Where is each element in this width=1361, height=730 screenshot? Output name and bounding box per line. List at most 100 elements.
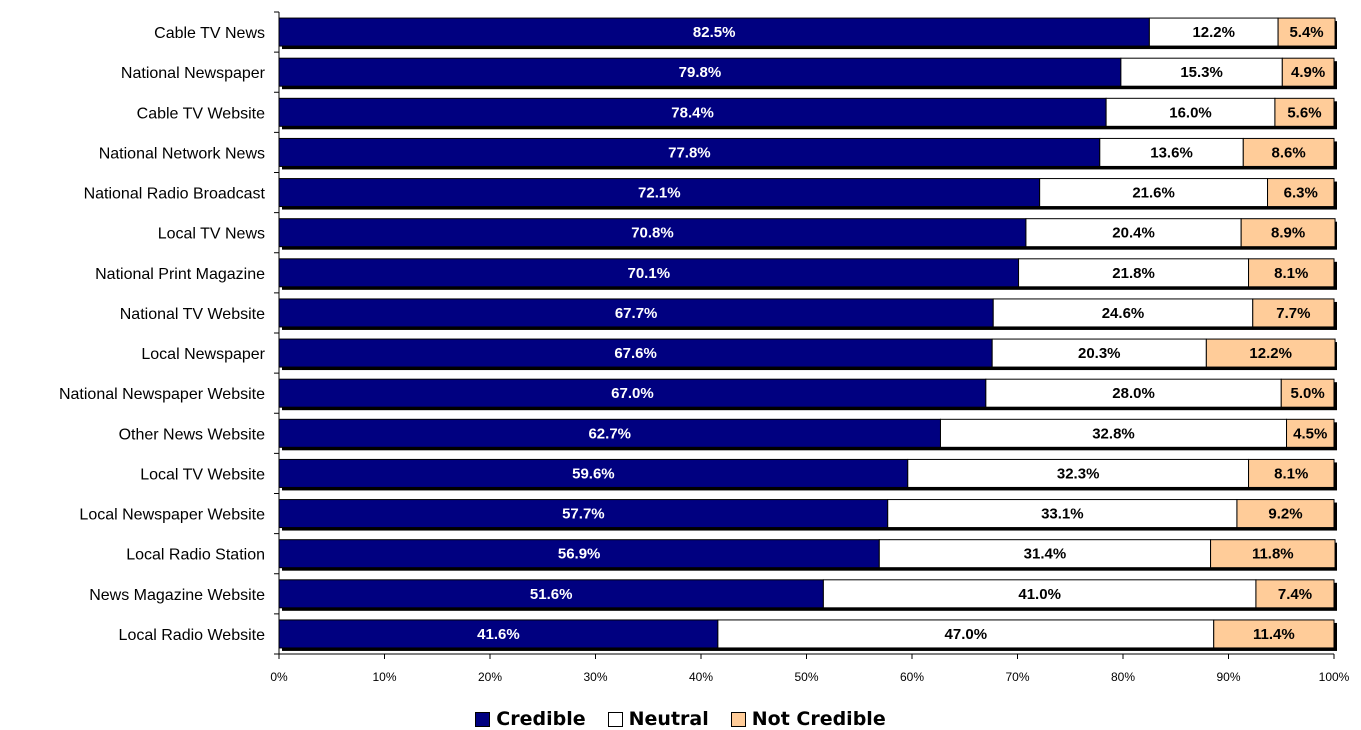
data-label-credible: 79.8% [679,64,722,81]
data-label-credible: 62.7% [588,425,631,442]
data-label-neutral: 20.4% [1112,225,1155,242]
bar-credible [278,17,1150,47]
data-label-neutral: 21.8% [1112,265,1155,282]
data-label-neutral: 47.0% [945,626,988,643]
legend-label-credible: Credible [496,708,586,730]
x-tick-label: 60% [900,670,924,684]
x-tick-label: 70% [1005,670,1029,684]
category-label: News Magazine Website [89,587,265,604]
bar-credible [278,137,1101,167]
data-label-neutral: 32.8% [1092,425,1135,442]
bar-neutral [1148,17,1279,47]
data-label-credible: 67.0% [611,385,654,402]
category-labels: Cable TV News National Newspaper Cable TV … [59,25,266,644]
bar-credible [278,418,941,448]
bar-not-credible [1242,137,1335,167]
bar-neutral [878,539,1212,569]
data-label-credible: 77.8% [668,144,711,161]
data-label-neutral: 31.4% [1024,546,1067,563]
data-label-credible: 67.6% [614,345,657,362]
bar-not-credible [1281,57,1335,87]
category-label: National TV Website [120,306,265,323]
category-label: Cable TV News [154,25,265,42]
data-label-not-credible: 11.4% [1253,626,1295,643]
bar-not-credible [1205,338,1336,368]
bar-not-credible [1286,418,1335,448]
bar-neutral [985,378,1282,408]
data-label-not-credible: 8.6% [1272,144,1306,161]
bar-neutral [1120,57,1283,87]
data-label-credible: 51.6% [530,586,573,603]
x-tick-label: 80% [1111,670,1135,684]
legend-label-not-credible: Not Credible [751,708,886,730]
data-label-neutral: 16.0% [1169,104,1212,121]
data-label-neutral: 12.2% [1192,24,1235,41]
category-label: National Newspaper [121,65,266,82]
data-label-not-credible: 5.4% [1289,24,1323,41]
bar-credible [278,378,987,408]
data-label-credible: 57.7% [562,506,605,523]
x-tick-label: 90% [1216,670,1240,684]
bar-not-credible [1248,258,1335,288]
category-label: Local TV Website [140,466,265,483]
x-tick-label: 10% [372,670,396,684]
bars: 82.5% 12.2% 5.4% 79.8% 15.3% 4.9% 78.4% 16.0% 5.… [278,17,1337,651]
data-label-not-credible: 8.1% [1274,265,1308,282]
bar-neutral [1018,258,1250,288]
category-label: National Radio Broadcast [84,186,266,203]
bar-neutral [992,298,1254,328]
category-label: Local Newspaper [141,346,265,363]
data-label-neutral: 33.1% [1041,506,1084,523]
bar-credible [278,499,889,529]
category-label: Cable TV Website [137,105,265,122]
bar-neutral [907,458,1250,488]
data-label-credible: 72.1% [638,185,681,202]
data-label-neutral: 15.3% [1180,64,1223,81]
data-label-not-credible: 8.1% [1274,465,1308,482]
bar-not-credible [1240,218,1336,248]
bar-not-credible [1277,17,1336,47]
bar-neutral [822,579,1257,609]
legend-item-credible: Credible [475,708,586,730]
bar-not-credible [1236,499,1335,529]
x-tick-label: 0% [270,670,288,684]
data-label-credible: 70.8% [631,225,674,242]
bar-neutral [991,338,1207,368]
bar-neutral [1105,97,1276,127]
x-tick-label: 30% [583,670,607,684]
data-label-not-credible: 7.7% [1276,305,1310,322]
x-tick-label: 50% [794,670,818,684]
category-label: National Newspaper Website [59,386,265,403]
data-label-credible: 56.9% [558,546,601,563]
bar-neutral [887,499,1238,529]
bar-not-credible [1280,378,1335,408]
bar-credible [278,298,994,328]
category-label: National Network News [99,145,265,162]
data-label-credible: 67.7% [615,305,658,322]
data-label-neutral: 41.0% [1018,586,1061,603]
bar-not-credible [1210,539,1336,569]
data-label-not-credible: 12.2% [1249,345,1292,362]
category-label: Local Radio Website [119,627,266,644]
legend-item-neutral: Neutral [607,708,709,730]
legend: Credible Neutral Not Credible [0,708,1361,730]
bar-credible [278,579,824,609]
data-label-credible: 78.4% [671,104,714,121]
category-label: Local Radio Station [126,547,265,564]
bar-credible [278,218,1027,248]
category-label: Local Newspaper Website [79,507,265,524]
data-label-not-credible: 9.2% [1268,506,1302,523]
bar-not-credible [1255,579,1335,609]
data-label-not-credible: 4.5% [1293,425,1327,442]
bar-credible [278,338,993,368]
bar-not-credible [1274,97,1335,127]
data-label-not-credible: 7.4% [1278,586,1312,603]
data-label-credible: 41.6% [477,626,520,643]
bar-neutral [1039,178,1269,208]
legend-label-neutral: Neutral [628,708,709,730]
bar-credible [278,619,719,649]
x-tick-label: 40% [689,670,713,684]
legend-swatch-not-credible [730,711,746,727]
data-label-not-credible: 5.0% [1291,385,1325,402]
data-label-neutral: 21.6% [1132,185,1175,202]
